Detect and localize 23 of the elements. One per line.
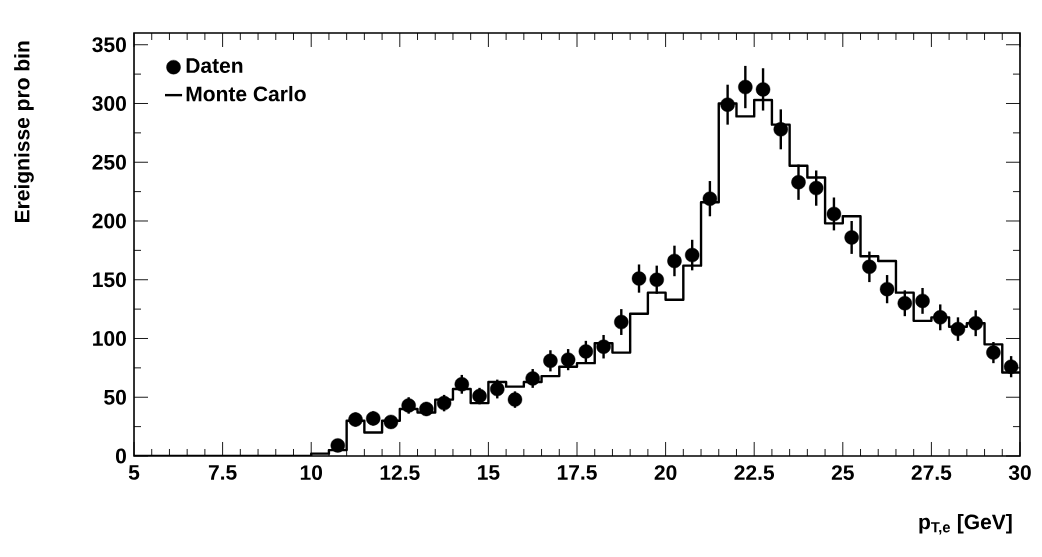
x-tick-label: 27.5 — [911, 465, 952, 481]
x-tick-label: 17.5 — [557, 465, 597, 480]
legend-label: Daten — [186, 58, 243, 73]
y-tick-label: 150 — [93, 272, 126, 288]
legend-label: Monte Carlo — [186, 85, 306, 102]
y-tick-label: 50 — [104, 389, 126, 405]
x-tick-label: 7.5 — [208, 465, 237, 480]
y-tick-label: 350 — [92, 37, 126, 53]
x-tick-label: 5 — [128, 465, 140, 480]
y-tick-label: 300 — [92, 96, 126, 111]
x-tick-label: 22.5 — [734, 465, 775, 481]
x-tick-label: 25 — [831, 465, 854, 481]
y-tick-label: 0 — [115, 448, 126, 464]
x-tick-label: 30 — [1008, 465, 1031, 481]
y-tick-label: 250 — [92, 154, 126, 170]
x-tick-label: 12.5 — [380, 465, 420, 481]
y-axis-title: Ereignisse pro bin — [14, 41, 34, 222]
y-tick-label: 200 — [92, 213, 126, 229]
y-tick-label: 100 — [93, 331, 126, 346]
x-axis-title: p$_{T,e}$ [GeV] — [919, 513, 1012, 535]
x-tick-label: 10 — [300, 465, 323, 481]
x-tick-label: 20 — [654, 465, 677, 481]
x-tick-label: 15 — [478, 465, 500, 480]
